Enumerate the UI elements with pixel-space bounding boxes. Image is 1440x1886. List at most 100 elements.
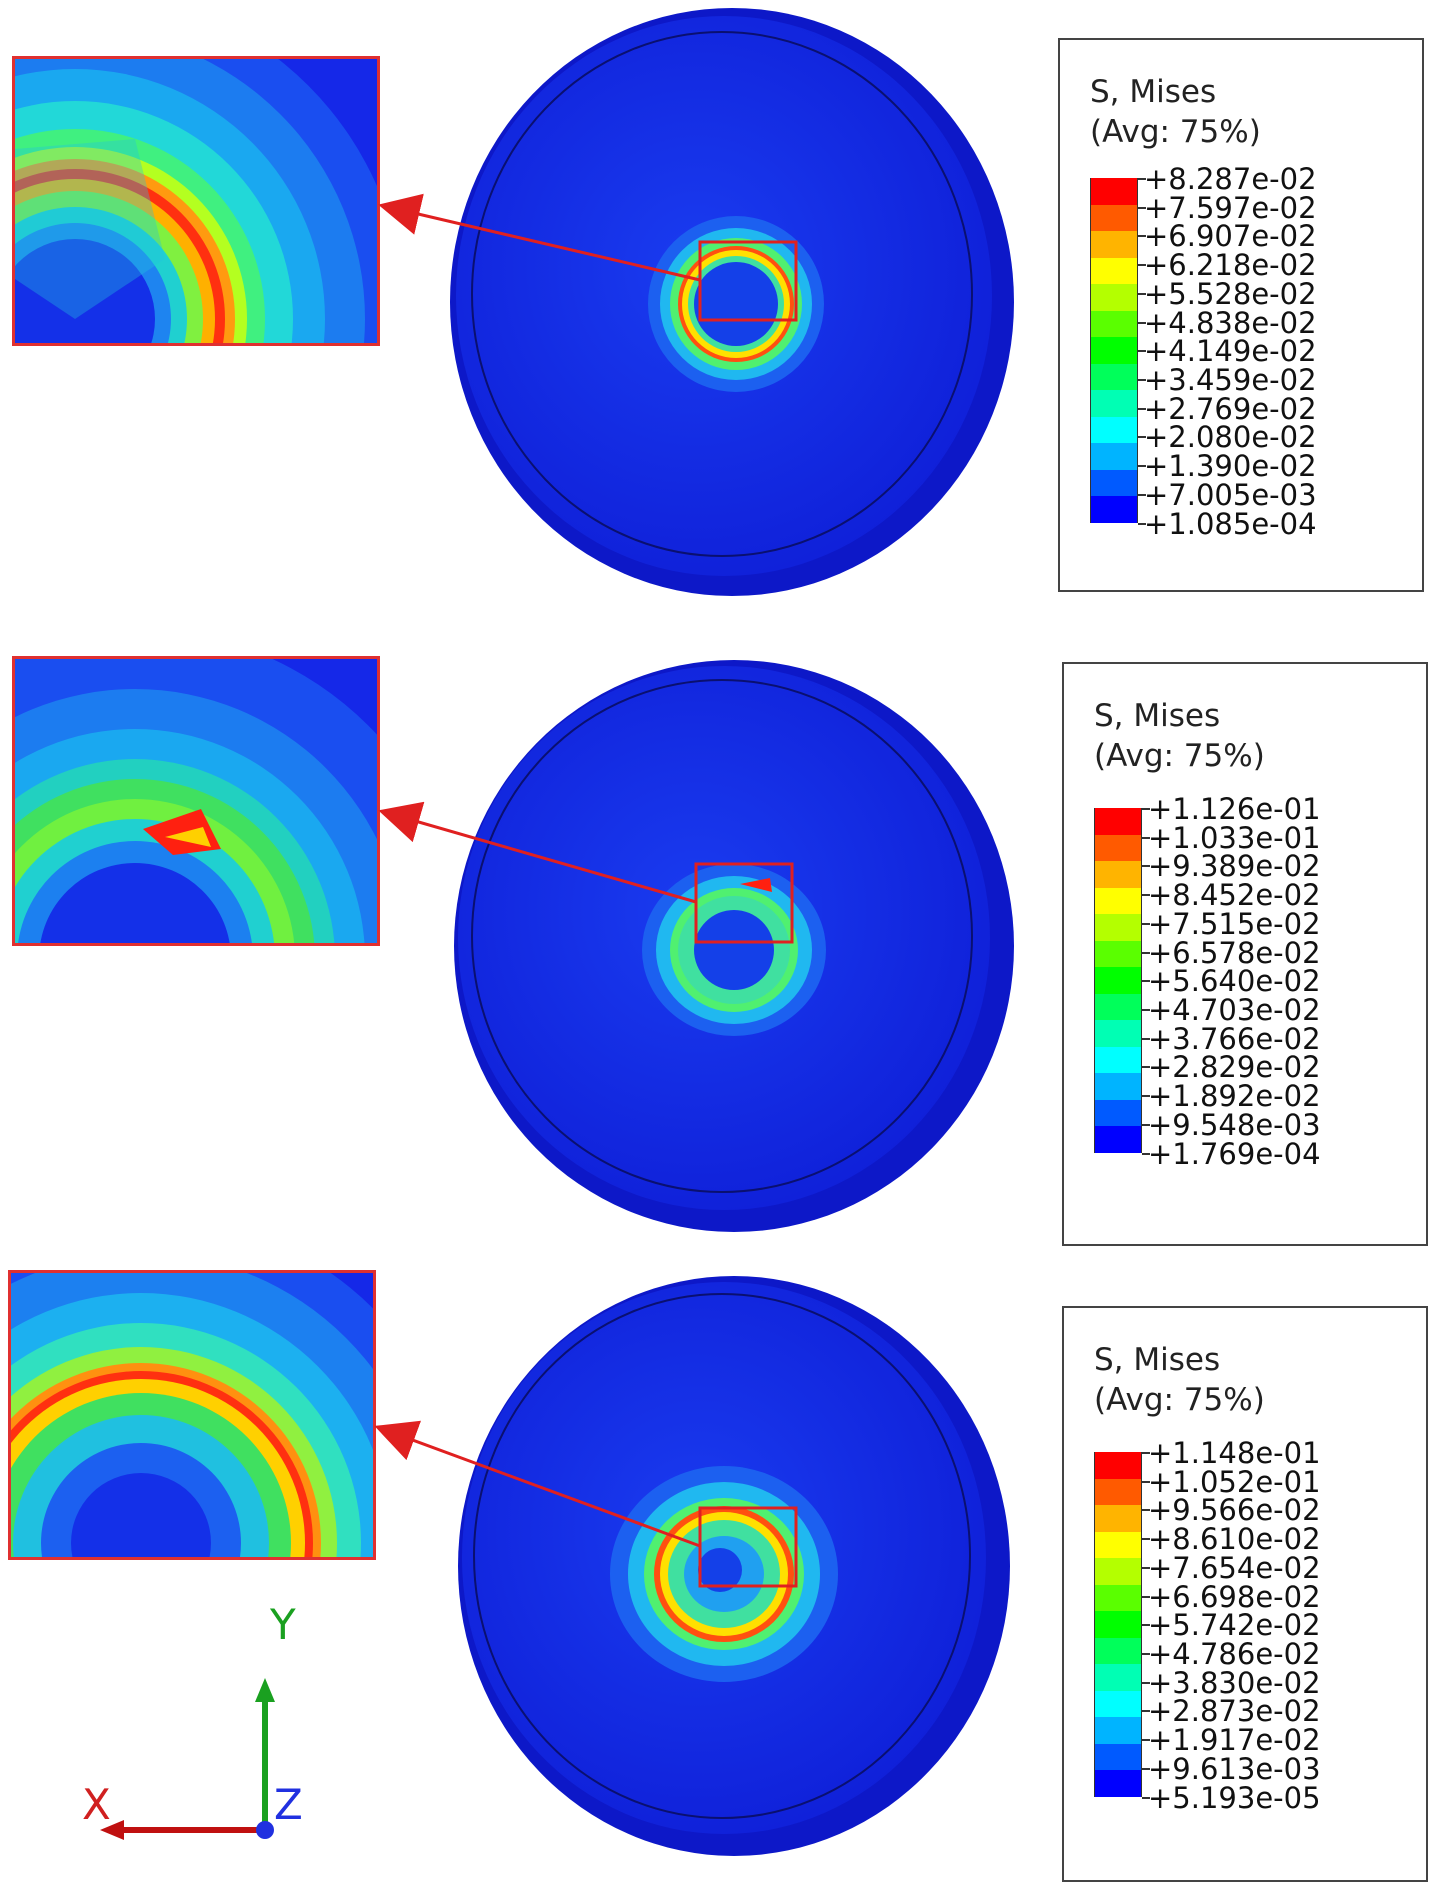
legend-tick	[1142, 1595, 1150, 1598]
legend-tick	[1142, 1624, 1150, 1627]
legend-tick	[1138, 264, 1146, 267]
legend-tick	[1138, 206, 1146, 209]
legend-value-label: +6.907e-02	[1144, 219, 1317, 254]
legend-value-label: +6.218e-02	[1144, 248, 1317, 283]
legend-tick	[1142, 894, 1150, 897]
legend-swatch	[1094, 808, 1142, 835]
legend-swatch	[1094, 940, 1142, 967]
legend-tick	[1138, 407, 1146, 410]
legend-swatch	[1094, 861, 1142, 888]
legend-swatch	[1090, 496, 1138, 523]
legend-title: S, Mises	[1090, 74, 1217, 110]
legend-value-label: +4.149e-02	[1144, 334, 1317, 369]
legend-tick	[1138, 350, 1146, 353]
legend-swatch	[1090, 257, 1138, 284]
legend-title: S, Mises	[1094, 698, 1221, 734]
legend-swatch	[1094, 967, 1142, 994]
legend-tick	[1142, 836, 1150, 839]
legend-tick	[1142, 1681, 1150, 1684]
legend-swatch	[1090, 204, 1138, 231]
legend-value-label: +8.287e-02	[1144, 162, 1317, 196]
zoom-inset-1	[12, 56, 380, 346]
legend-swatch	[1094, 1452, 1142, 1479]
legend-subtitle: (Avg: 75%)	[1094, 738, 1265, 774]
legend-value-label: +3.459e-02	[1144, 362, 1317, 397]
legend-swatch	[1094, 1478, 1142, 1505]
legend-swatch	[1094, 1046, 1142, 1073]
legend-swatch	[1090, 416, 1138, 443]
legend-tick	[1142, 1123, 1150, 1126]
legend-tick	[1142, 951, 1150, 954]
panel-2: S, Mises (Avg: 75%) +1.126e-01 +1.033e-01…	[0, 620, 1440, 1246]
legend-tick	[1138, 522, 1146, 525]
legend-tick	[1138, 493, 1146, 496]
legend-value-label: +2.769e-02	[1144, 391, 1317, 426]
legend-value-label: +4.786e-02	[1148, 1636, 1321, 1671]
legend-tick	[1142, 1152, 1150, 1155]
legend-swatch	[1090, 337, 1138, 364]
legend-value-label: +2.873e-02	[1148, 1694, 1321, 1729]
disk-model-3	[458, 1276, 1010, 1856]
legend-swatch	[1094, 887, 1142, 914]
legend-swatch	[1090, 363, 1138, 390]
legend-tick	[1142, 1538, 1150, 1541]
legend-tick	[1142, 808, 1150, 810]
legend-tick	[1142, 922, 1150, 925]
triad-axes	[100, 1678, 275, 1840]
legend-value-label: +7.515e-02	[1148, 906, 1321, 941]
legend-swatch	[1094, 1664, 1142, 1691]
legend-value-label: +3.766e-02	[1148, 1021, 1321, 1056]
legend-tick	[1142, 1452, 1150, 1454]
legend-swatch	[1094, 914, 1142, 941]
legend-tick	[1138, 465, 1146, 468]
legend-tick	[1142, 980, 1150, 983]
legend-swatch	[1094, 993, 1142, 1020]
legend-subtitle: (Avg: 75%)	[1094, 1382, 1265, 1418]
legend-tick	[1142, 1652, 1150, 1655]
zoom-inset-3	[8, 1270, 376, 1560]
legend-tick	[1138, 321, 1146, 324]
legend-value-label: +2.829e-02	[1148, 1050, 1321, 1085]
disk-model-1	[450, 8, 1014, 596]
legend-swatch	[1094, 834, 1142, 861]
legend-swatch	[1094, 1126, 1142, 1153]
legend-tick	[1142, 1739, 1150, 1742]
legend-title: S, Mises	[1094, 1342, 1221, 1378]
legend-value-label: +9.566e-02	[1148, 1493, 1321, 1528]
legend-tick	[1142, 1037, 1150, 1040]
disk-model-2	[454, 660, 1014, 1232]
legend-tick	[1142, 1710, 1150, 1713]
legend-swatch	[1094, 1099, 1142, 1126]
legend-tick	[1142, 1767, 1150, 1770]
legend-tick	[1138, 436, 1146, 439]
legend-value-label: +3.830e-02	[1148, 1665, 1321, 1700]
legend-1: S, Mises (Avg: 75%) +8.287e-02 +7.597e-02…	[1058, 38, 1424, 592]
legend-tick	[1138, 378, 1146, 381]
legend-value-label: +5.528e-02	[1144, 276, 1317, 311]
legend-value-label: +9.613e-03	[1148, 1751, 1321, 1786]
legend-swatch	[1090, 469, 1138, 496]
legend-value-label: +6.578e-02	[1148, 935, 1321, 970]
legend-swatch	[1090, 231, 1138, 258]
legend-value-label: +1.892e-02	[1148, 1079, 1321, 1114]
panel-1: S, Mises (Avg: 75%) +8.287e-02 +7.597e-02…	[0, 0, 1440, 620]
legend-3: S, Mises (Avg: 75%) +1.148e-01 +1.052e-01…	[1062, 1306, 1428, 1882]
legend-tick	[1138, 235, 1146, 238]
x-axis-label: X	[82, 1780, 111, 1829]
legend-value-label: +5.193e-05	[1148, 1780, 1321, 1815]
legend-value-label: +1.033e-01	[1148, 820, 1321, 855]
legend-value-label: +1.126e-01	[1148, 792, 1321, 826]
legend-swatch	[1094, 1073, 1142, 1100]
legend-swatch	[1090, 178, 1138, 205]
legend-value-label: +6.698e-02	[1148, 1579, 1321, 1614]
legend-swatch	[1094, 1020, 1142, 1047]
legend-tick	[1142, 1480, 1150, 1483]
legend-swatch	[1094, 1770, 1142, 1797]
legend-swatch	[1094, 1584, 1142, 1611]
legend-2: S, Mises (Avg: 75%) +1.126e-01 +1.033e-01…	[1062, 662, 1428, 1246]
coordinate-triad: Y X Z	[60, 1590, 303, 1882]
legend-value-label: +1.085e-04	[1144, 506, 1317, 541]
legend-tick	[1138, 178, 1146, 180]
legend-value-label: +7.005e-03	[1144, 477, 1317, 512]
legend-swatch	[1090, 390, 1138, 417]
